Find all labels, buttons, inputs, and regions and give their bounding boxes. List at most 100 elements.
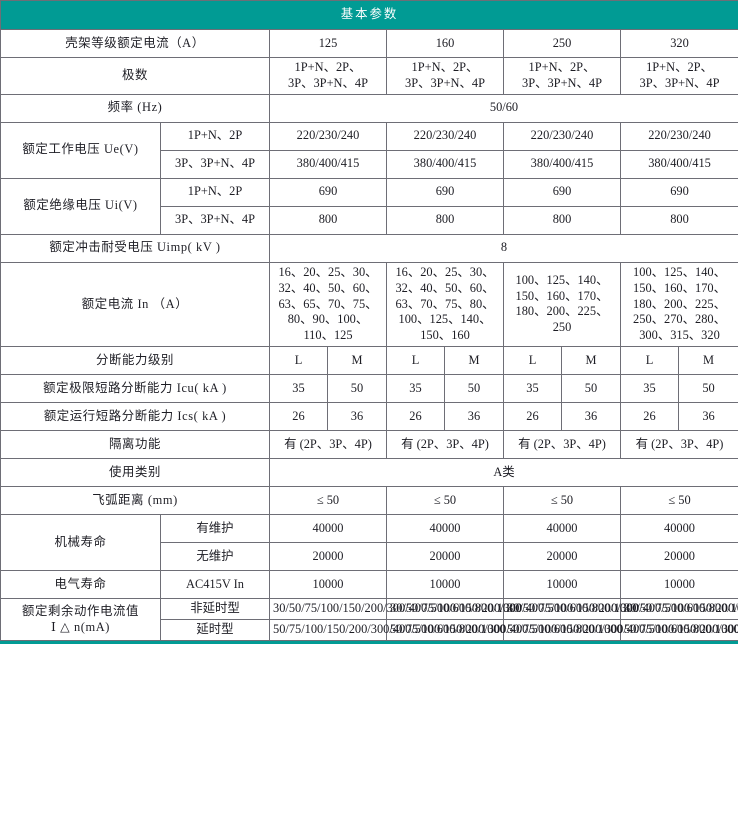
row-poles: 极数 1P+N、2P、 3P、3P+N、4P 1P+N、2P、 3P、3P+N、… [0, 57, 738, 95]
cell-residual-nondelay-125: 30/50/75/100/150/200/300/400/500/600/800… [269, 598, 522, 620]
cell-use-category-value: A类 [268, 458, 738, 488]
cell-poles-125: 1P+N、2P、 3P、3P+N、4P [269, 57, 387, 95]
cell-icu-160-L: 35 [386, 374, 445, 404]
row-residual-nondelay: 额定剩余动作电流值 Ⅰ △ n(mA) 非延时型 30/50/75/100/15… [0, 598, 738, 641]
cell-frame-rating-250: 250 [503, 29, 621, 58]
cell-working-voltage-3p-125: 380/400/415 [269, 149, 387, 179]
poles-line-1: 1P+N、2P、 [646, 60, 713, 74]
sublabel-working-voltage-3p-4p: 3P、3P+N、4P [160, 149, 270, 179]
cell-residual-delay-320: 50/75/100/150/200/300/400/500/600/800/10… [619, 619, 738, 641]
cell-mech-life-maintained-250: 40000 [503, 514, 621, 544]
cell-isolation-250: 有 (2P、3P、4P) [503, 430, 621, 460]
label-insulation-voltage: 额定绝缘电压 Ui(V) [0, 177, 161, 235]
cell-ics-160-M: 36 [444, 402, 504, 432]
poles-line-1: 1P+N、2P、 [294, 60, 362, 74]
basic-parameters-table: 基本参数 壳架等级额定电流（A） 125 160 250 320 极数 1P+N… [0, 0, 738, 641]
cell-mech-life-unmaintained-160: 20000 [386, 542, 504, 572]
label-mech-life: 机械寿命 [0, 514, 161, 572]
row-breaking-class: 分断能力级别 L M L M L M L M [0, 346, 738, 376]
cell-ics-320-L: 26 [620, 402, 679, 432]
sublabel-unmaintained: 无维护 [160, 542, 270, 572]
cell-impulse-voltage-value: 8 [268, 233, 738, 263]
cell-icu-125-M: 50 [327, 374, 387, 404]
poles-line-2: 3P、3P+N、4P [522, 75, 602, 90]
sublabel-working-voltage-1pn-2p: 1P+N、2P [160, 121, 270, 151]
label-use-category: 使用类别 [0, 458, 270, 488]
cell-ics-250-L: 26 [503, 402, 562, 432]
cell-mech-life-unmaintained-125: 20000 [269, 542, 387, 572]
cell-residual-nondelay-320: 30/50/75/100/150/200/300/400/500/600/800… [619, 598, 738, 620]
sublabel-insulation-3p-4p: 3P、3P+N、4P [160, 205, 270, 235]
cell-ics-160-L: 26 [386, 402, 445, 432]
cell-poles-320: 1P+N、2P、 3P、3P+N、4P [619, 57, 738, 95]
cell-breaking-class-250-M: M [561, 346, 621, 376]
row-working-voltage-1pn: 额定工作电压 Ue(V) 1P+N、2P 220/230/240 220/230… [0, 121, 738, 179]
row-arc-distance: 飞弧距离 (mm) ≤ 50 ≤ 50 ≤ 50 ≤ 50 [0, 486, 738, 516]
cell-frame-rating-160: 160 [386, 29, 504, 58]
row-impulse-voltage: 额定冲击耐受电压 Uimp( kV ) 8 [0, 233, 738, 263]
cell-breaking-class-160-L: L [386, 346, 445, 376]
cell-breaking-class-125-M: M [327, 346, 387, 376]
cell-breaking-class-250-L: L [503, 346, 562, 376]
cell-frame-rating-125: 125 [269, 29, 387, 58]
bottom-accent-rule [0, 640, 738, 644]
cell-icu-320-L: 35 [620, 374, 679, 404]
cell-icu-250-M: 50 [561, 374, 621, 404]
row-insulation-voltage-3p: 3P、3P+N、4P 800 800 800 800 [1, 205, 738, 235]
row-icu: 额定极限短路分断能力 Icu( kA ) 35 50 35 50 35 50 3… [0, 374, 738, 404]
cell-icu-160-M: 50 [444, 374, 504, 404]
cell-residual-delay-160: 50/75/100/150/200/300/400/500/600/800/10… [386, 619, 623, 641]
cell-frequency-value: 50/60 [268, 93, 738, 123]
label-impulse-voltage: 额定冲击耐受电压 Uimp( kV ) [0, 233, 270, 263]
row-use-category: 使用类别 A类 [0, 458, 738, 488]
label-poles: 极数 [0, 57, 270, 95]
cell-ics-125-L: 26 [269, 402, 328, 432]
cell-isolation-160: 有 (2P、3P、4P) [386, 430, 504, 460]
cell-arc-distance-160: ≤ 50 [386, 486, 504, 516]
cell-poles-160: 1P+N、2P、 3P、3P+N、4P [386, 57, 504, 95]
label-isolation: 隔离功能 [0, 430, 270, 460]
cell-rated-current-125: 16、20、25、30、32、40、50、60、63、65、70、75、80、9… [269, 261, 387, 348]
cell-working-voltage-3p-250: 380/400/415 [503, 149, 621, 179]
sublabel-nondelay-type: 非延时型 [160, 598, 270, 620]
cell-breaking-class-160-M: M [444, 346, 504, 376]
poles-line-2: 3P、3P+N、4P [288, 75, 368, 90]
cell-rated-current-320: 100、125、140、150、160、170、180、200、225、250、… [619, 261, 738, 348]
label-icu: 额定极限短路分断能力 Icu( kA ) [0, 374, 270, 404]
cell-isolation-125: 有 (2P、3P、4P) [269, 430, 387, 460]
cell-insulation-3p-250: 800 [503, 205, 621, 235]
cell-mech-life-unmaintained-250: 20000 [503, 542, 621, 572]
cell-frame-rating-320: 320 [619, 29, 738, 58]
row-residual-delay: 延时型 50/75/100/150/200/300/400/500/600/80… [1, 619, 738, 641]
cell-ics-250-M: 36 [561, 402, 621, 432]
label-frequency: 频率 (Hz) [0, 93, 270, 123]
table-header-row: 基本参数 [0, 0, 738, 30]
cell-arc-distance-125: ≤ 50 [269, 486, 387, 516]
cell-ics-320-M: 36 [677, 402, 738, 432]
label-rated-current: 额定电流 In （A） [0, 261, 270, 348]
cell-breaking-class-125-L: L [269, 346, 328, 376]
cell-residual-delay-125: 50/75/100/150/200/300/400/500/600/800/10… [269, 619, 506, 641]
row-mech-life-maintained: 机械寿命 有维护 40000 40000 40000 40000 [0, 514, 738, 572]
row-rated-current: 额定电流 In （A） 16、20、25、30、32、40、50、60、63、6… [0, 261, 738, 348]
cell-working-voltage-1pn-160: 220/230/240 [386, 121, 504, 151]
cell-rated-current-160: 16、20、25、30、32、40、50、60、63、70、75、80、100、… [386, 261, 504, 348]
cell-isolation-320: 有 (2P、3P、4P) [619, 430, 738, 460]
label-frame-rating: 壳架等级额定电流（A） [0, 29, 270, 58]
cell-mech-life-maintained-160: 40000 [386, 514, 504, 544]
cell-insulation-1pn-320: 690 [619, 177, 738, 207]
cell-working-voltage-1pn-250: 220/230/240 [503, 121, 621, 151]
cell-icu-250-L: 35 [503, 374, 562, 404]
cell-ics-125-M: 36 [327, 402, 387, 432]
label-ics: 额定运行短路分断能力 Ics( kA ) [0, 402, 270, 432]
row-frequency: 频率 (Hz) 50/60 [0, 93, 738, 123]
label-arc-distance: 飞弧距离 (mm) [0, 486, 270, 516]
cell-breaking-class-320-L: L [620, 346, 679, 376]
row-elec-life: 电气寿命 AC415V In 10000 10000 10000 10000 [0, 570, 738, 600]
cell-mech-life-maintained-320: 40000 [619, 514, 738, 544]
cell-rated-current-250: 100、125、140、150、160、170、180、200、225、250 [503, 261, 621, 348]
cell-insulation-3p-320: 800 [619, 205, 738, 235]
cell-insulation-1pn-125: 690 [269, 177, 387, 207]
cell-elec-life-250: 10000 [503, 570, 621, 600]
cell-elec-life-125: 10000 [269, 570, 387, 600]
